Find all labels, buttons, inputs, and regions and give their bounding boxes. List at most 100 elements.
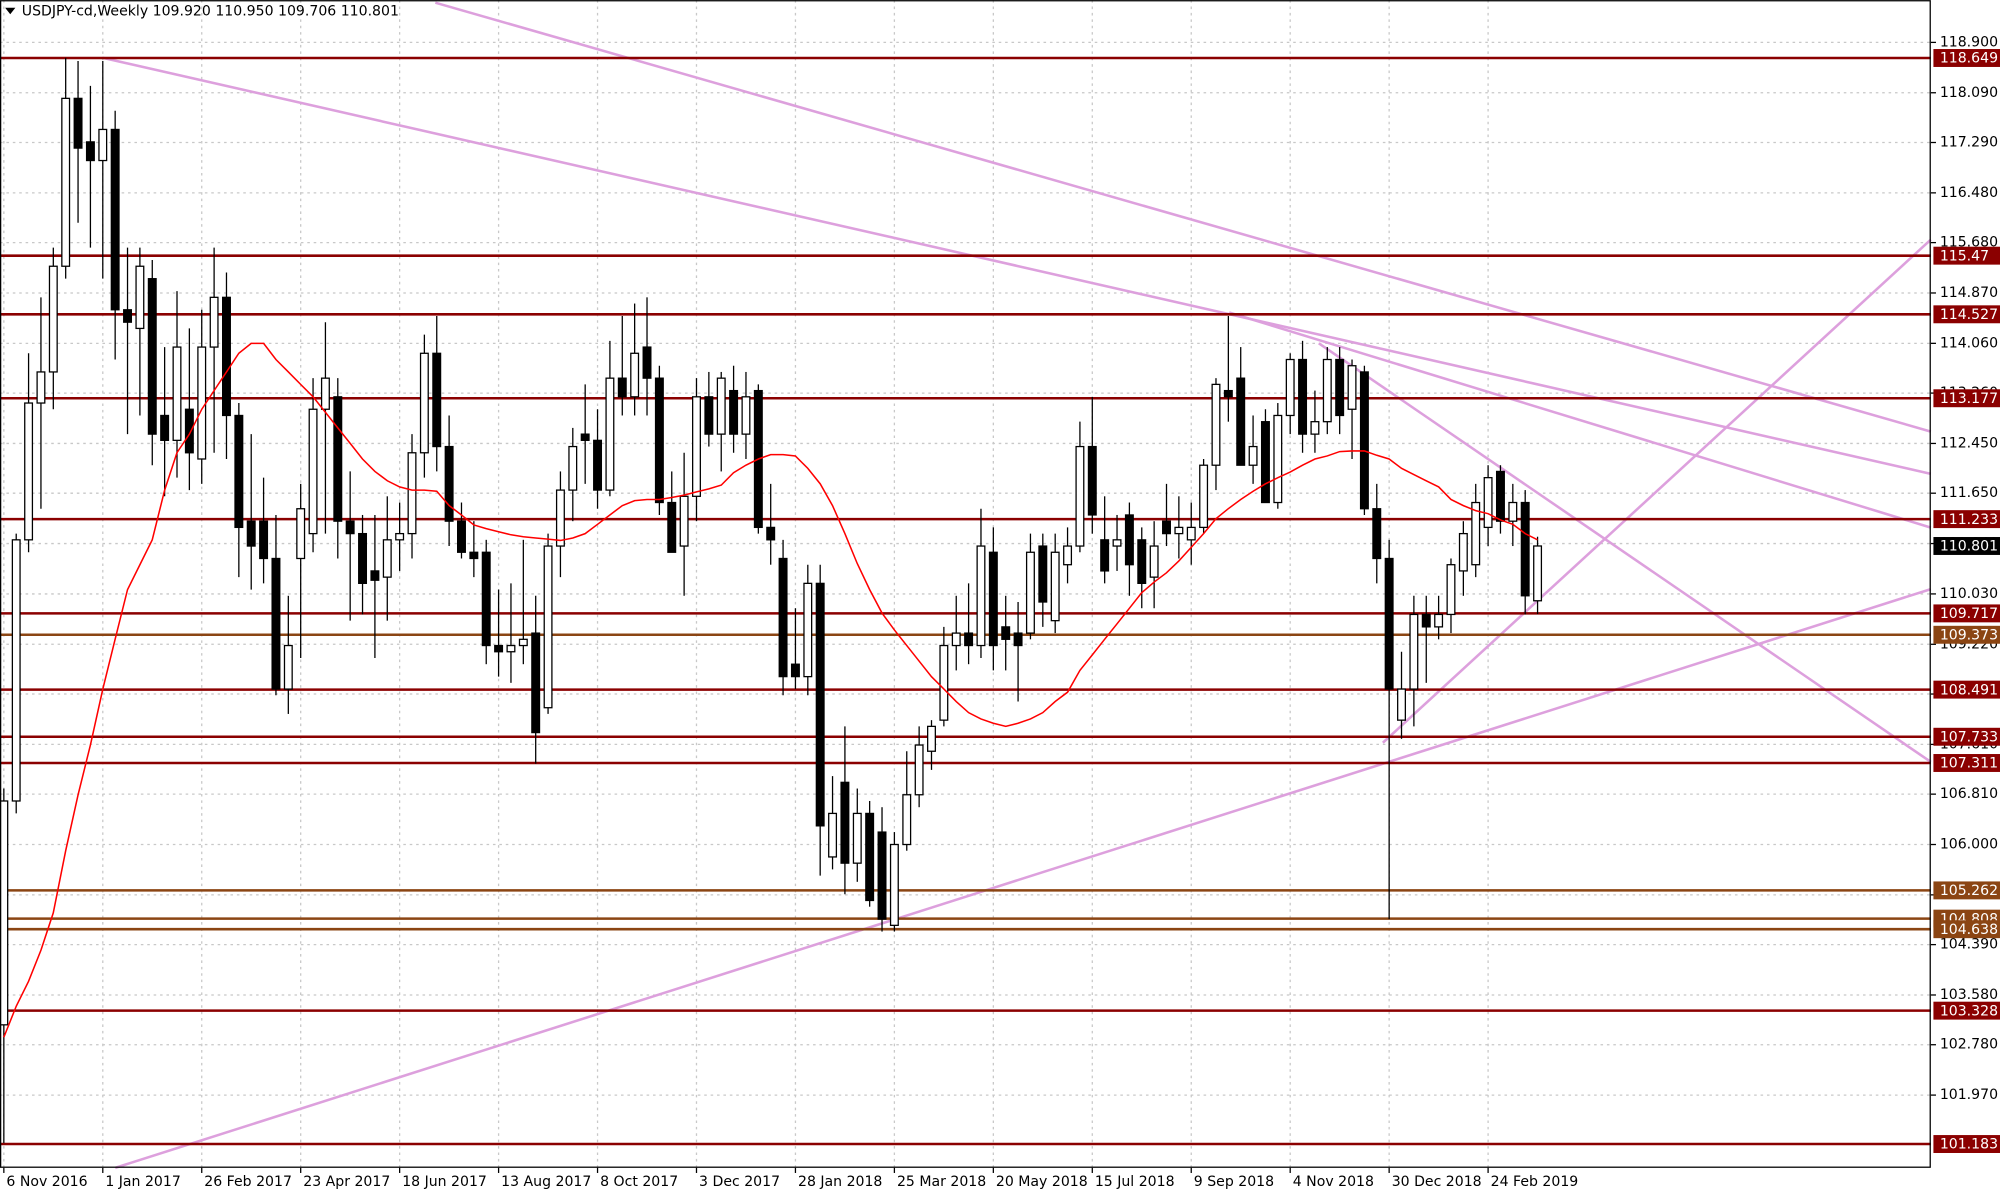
candle-body (1075, 445, 1085, 547)
candle-body (778, 557, 788, 678)
x-tick-label: 8 Oct 2017 (600, 1174, 678, 1190)
candle-body (1533, 545, 1543, 602)
y-tick-label: 104.390 (1940, 937, 1998, 953)
level-label-box (1933, 389, 2000, 408)
candle-body (1124, 514, 1134, 566)
candle-body (296, 508, 306, 560)
candle-body (271, 557, 281, 690)
candle-body (654, 377, 664, 504)
candle-body (1038, 545, 1048, 603)
menu-arrow (5, 7, 16, 15)
level-label-box (1933, 1001, 2000, 1020)
candle-body (692, 396, 701, 497)
candle-body (852, 812, 862, 864)
candle-body (382, 539, 392, 578)
level-label-box (1933, 604, 2000, 623)
candles (0, 57, 1543, 1143)
trend-line (1381, 238, 1932, 744)
candle-body (951, 632, 961, 647)
ma-line (3, 342, 1538, 1038)
level-label-box (1933, 881, 2000, 900)
x-tick-label: 30 Dec 2018 (1392, 1174, 1482, 1190)
candle-body (914, 744, 924, 796)
candle-body (345, 520, 355, 535)
candle-body (630, 352, 640, 398)
candle-body (568, 445, 578, 491)
x-tick-label: 15 Jul 2018 (1095, 1174, 1175, 1190)
y-tick-label: 106.000 (1940, 837, 1998, 853)
trend-line (1228, 311, 1932, 529)
x-tick-label: 3 Dec 2017 (699, 1174, 780, 1190)
candle-body (889, 843, 899, 926)
candle-body (457, 520, 466, 553)
level-label-box (1933, 625, 2000, 644)
y-tick-label: 101.970 (1940, 1087, 1998, 1103)
candle-body (36, 371, 46, 404)
candle-body (605, 377, 615, 491)
x-tick-label: 25 Mar 2018 (897, 1174, 986, 1190)
price-label: 110.801 (1940, 539, 1998, 555)
candle-body (24, 402, 34, 541)
candle-body (444, 445, 454, 522)
level-label-box (1933, 246, 2000, 265)
candle-body (358, 532, 368, 584)
candle-body (135, 265, 145, 330)
candle-body (160, 414, 170, 441)
trend-line (102, 56, 1932, 476)
candle-body (147, 278, 157, 435)
candle-body (123, 309, 133, 323)
candle-body (98, 128, 108, 162)
candle-body (1223, 389, 1233, 398)
candle-body (593, 439, 603, 491)
level-label-box (1933, 680, 2000, 699)
level-label: 111.233 (1940, 512, 1998, 528)
candle-body (1149, 545, 1159, 578)
grid (0, 0, 1931, 1168)
candle-body (407, 452, 417, 535)
y-tick-label: 114.870 (1940, 285, 1998, 301)
candle-body (85, 141, 95, 162)
candle-body (555, 489, 565, 547)
candle-body (741, 396, 751, 435)
candle-body (73, 97, 83, 149)
candle-body (1236, 377, 1246, 466)
candle-body (419, 352, 429, 454)
x-tick-label: 9 Sep 2018 (1194, 1174, 1274, 1190)
candle-body (246, 520, 256, 547)
x-tick-label: 28 Jan 2018 (798, 1174, 882, 1190)
candle-body (506, 644, 516, 653)
candle-body (234, 414, 244, 529)
candle-body (432, 352, 442, 448)
candle-body (1421, 613, 1431, 628)
candle-body (1063, 545, 1073, 566)
x-tick-label: 24 Feb 2019 (1491, 1174, 1579, 1190)
x-tick-label: 18 Jun 2017 (402, 1174, 487, 1190)
x-tick-label: 26 Feb 2017 (204, 1174, 292, 1190)
candle-body (790, 663, 800, 678)
candle-body (1446, 564, 1456, 616)
level-label: 118.649 (1940, 51, 1998, 67)
level-label-box (1933, 305, 2000, 324)
y-tick-label: 118.090 (1940, 85, 1998, 101)
candle-body (184, 408, 194, 454)
candle-body (1186, 526, 1196, 541)
y-tick-label: 114.060 (1940, 335, 1998, 351)
candle-body (1372, 508, 1382, 560)
candle-body (902, 794, 912, 846)
candle-body (704, 396, 714, 435)
x-tick-label: 23 Apr 2017 (303, 1174, 390, 1190)
candle-body (494, 644, 504, 653)
candle-body (308, 408, 318, 535)
level-label: 104.638 (1940, 922, 1998, 938)
axes: 118.900 118.090 117.290 116.480 115.680 114.8… (3, 34, 2000, 1190)
level-label-box (1933, 727, 2000, 746)
candle-body (48, 265, 58, 373)
level-label: 108.491 (1940, 682, 1998, 698)
candle-body (729, 389, 739, 435)
level-label: 109.717 (1940, 606, 1998, 622)
candle-body (840, 781, 850, 864)
candle-body (1458, 532, 1468, 572)
y-tick-label: 118.900 (1940, 34, 1998, 50)
candle-body (1001, 626, 1011, 640)
